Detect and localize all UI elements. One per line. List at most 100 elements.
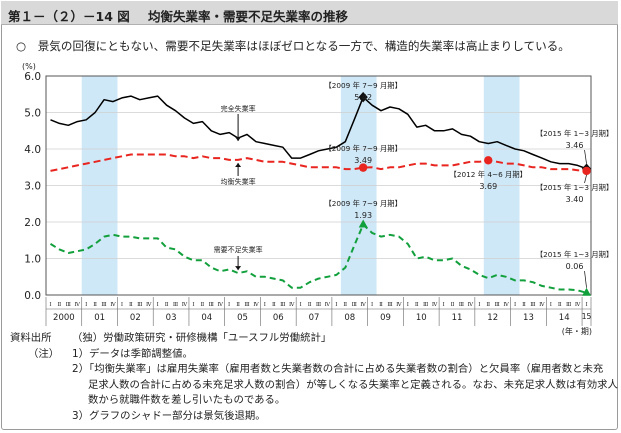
plot-frame	[45, 75, 592, 296]
quarter-tick-label: Ⅰ	[585, 302, 587, 308]
annotation-value: 1.93	[354, 211, 372, 220]
leader-line	[584, 149, 587, 164]
quarter-tick-label: Ⅳ	[468, 302, 474, 308]
annotation-label: 【2015 年 1~3 月期】	[536, 250, 613, 259]
marker-point	[358, 163, 368, 172]
quarter-tick-label: Ⅳ	[217, 302, 223, 308]
y-tick-label: 1.0	[24, 254, 41, 266]
y-tick-label: 0.0	[24, 290, 41, 302]
quarter-tick-label: Ⅳ	[539, 302, 545, 308]
year-label: 03	[166, 313, 177, 323]
quarter-tick-label: Ⅲ	[173, 302, 178, 308]
quarter-tick-label: Ⅰ	[300, 302, 302, 308]
quarter-tick-label: Ⅲ	[423, 302, 428, 308]
year-label: 09	[380, 313, 391, 323]
quarter-tick-label: Ⅲ	[316, 302, 321, 308]
quarter-tick-label: Ⅲ	[566, 302, 571, 308]
annotation-value: 5.42	[354, 93, 372, 102]
annotation-label: 【2015 年 1~3 月期】	[536, 129, 613, 138]
y-tick-label: 2.0	[24, 217, 41, 229]
series-label-demand: 需要不足失業率	[214, 245, 263, 254]
figure-header: 第１－（２）－14 図 均衡失業率・需要不足失業率の推移	[1, 1, 618, 25]
y-tick-label: 4.0	[24, 144, 41, 156]
figure-number: 第１－（２）－14 図	[8, 9, 130, 24]
quarter-tick-label: Ⅱ	[522, 302, 526, 308]
quarter-tick-label: Ⅲ	[280, 302, 285, 308]
quarter-tick-label: Ⅲ	[209, 302, 214, 308]
quarter-tick-label: Ⅳ	[360, 302, 366, 308]
y-unit-label: (%)	[22, 62, 36, 71]
annotation-label: 【2012 年 4~6 月期】	[450, 170, 527, 179]
quarter-tick-label: Ⅱ	[308, 302, 312, 308]
year-label: 14	[559, 313, 570, 323]
quarter-tick-label: Ⅲ	[495, 302, 500, 308]
series-line-2	[49, 223, 587, 294]
y-tick-label: 3.0	[24, 181, 41, 193]
quarter-tick-label: Ⅲ	[530, 302, 535, 308]
marker-point	[484, 156, 493, 165]
source-label: 資料出所	[10, 332, 52, 344]
annotation-value: 0.06	[566, 262, 584, 271]
year-label: 05	[237, 313, 248, 323]
quarter-tick-label: Ⅱ	[343, 302, 347, 308]
note-item: 1）データは季節調整値。	[72, 347, 193, 360]
quarter-tick-label: Ⅳ	[432, 302, 438, 308]
quarter-tick-label: Ⅰ	[49, 302, 51, 308]
x-axis-unit-label: (年・期)	[562, 326, 592, 336]
quarter-tick-label: Ⅱ	[58, 302, 62, 308]
quarter-tick-label: Ⅰ	[371, 302, 373, 308]
quarter-tick-label: Ⅳ	[289, 302, 295, 308]
marker-point	[358, 91, 368, 103]
source-text: （独）労働政策研究・研修機構「ユースフル労働統計」	[72, 332, 332, 344]
quarter-tick-label: Ⅰ	[442, 302, 444, 308]
quarter-tick-label: Ⅲ	[459, 302, 464, 308]
quarter-tick-label: Ⅳ	[146, 302, 152, 308]
arrow-head	[235, 137, 242, 142]
notes-label: （注）	[28, 347, 60, 360]
figure-title: 均衡失業率・需要不足失業率の推移	[148, 9, 349, 24]
arrow-head	[235, 266, 242, 271]
quarter-tick-label: Ⅳ	[396, 302, 402, 308]
year-label: 10	[416, 313, 427, 323]
note-item: 3）グラフのシャドー部分は景気後退期。	[72, 409, 266, 422]
year-label: 11	[452, 313, 463, 323]
leader-line	[584, 270, 587, 288]
quarter-tick-label: Ⅳ	[503, 302, 509, 308]
year-label: 15	[582, 312, 592, 321]
year-label: 08	[344, 313, 355, 323]
series-label-total: 完全失業率	[221, 104, 256, 113]
year-label: 13	[523, 313, 534, 323]
year-label: 07	[309, 313, 320, 323]
quarter-tick-label: Ⅰ	[514, 302, 516, 308]
quarter-tick-label: Ⅲ	[101, 302, 106, 308]
year-label: 01	[94, 313, 105, 323]
quarter-tick-label: Ⅰ	[228, 302, 230, 308]
quarter-tick-label: Ⅳ	[182, 302, 188, 308]
quarter-tick-label: Ⅳ	[110, 302, 116, 308]
quarter-tick-label: Ⅲ	[352, 302, 357, 308]
year-label: 2000	[53, 313, 75, 323]
quarter-tick-label: Ⅱ	[486, 302, 490, 308]
note-item: 足求人数の合計に占める未充足求人数の割合）が等しくなる失業率と定義される。なお、…	[88, 378, 618, 391]
quarter-tick-label: Ⅱ	[236, 302, 240, 308]
quarter-tick-label: Ⅰ	[85, 302, 87, 308]
quarter-tick-label: Ⅳ	[575, 302, 581, 308]
lead-text: ○ 景気の回復にともない、需要不足失業率はほぼゼロとなる一方で、構造的失業率は高…	[16, 39, 570, 53]
quarter-tick-label: Ⅲ	[137, 302, 142, 308]
quarter-tick-label: Ⅱ	[451, 302, 455, 308]
year-label: 02	[130, 313, 141, 323]
annotation-value: 3.69	[479, 182, 497, 191]
quarter-tick-label: Ⅱ	[200, 302, 204, 308]
quarter-tick-label: Ⅲ	[244, 302, 249, 308]
series-line-1	[50, 153, 587, 172]
quarter-tick-label: Ⅱ	[93, 302, 97, 308]
quarter-tick-label: Ⅰ	[157, 302, 159, 308]
quarter-tick-label: Ⅱ	[558, 302, 562, 308]
y-tick-label: 5.0	[24, 108, 41, 120]
annotation-label: 【2009 年 7~9 月期】	[324, 144, 401, 153]
quarter-tick-label: Ⅰ	[550, 302, 552, 308]
year-label: 12	[487, 313, 498, 323]
annotation-label: 【2009 年 7~9 月期】	[324, 199, 401, 208]
quarter-tick-label: Ⅱ	[272, 302, 276, 308]
marker-point	[582, 287, 592, 296]
